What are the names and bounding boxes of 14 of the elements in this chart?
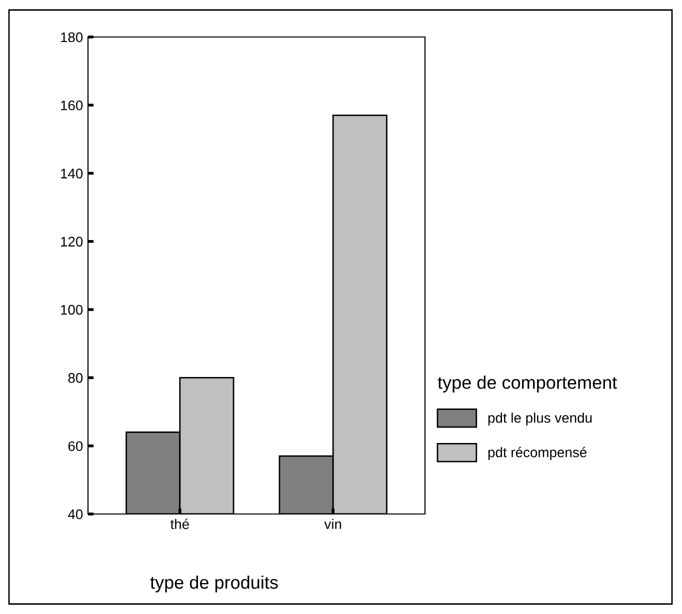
y-tick-label: 140 [61,168,83,178]
legend-label: pdt le plus vendu [488,412,592,426]
x-tick-label: vin [324,518,342,529]
x-tick-label: thé [170,518,189,530]
y-tick-label: 60 [68,441,83,452]
y-tick-label: 180 [61,32,83,42]
legend-title: type de comportement [438,376,618,392]
y-tick-label: 80 [68,373,83,383]
y-tick-label: 100 [61,304,83,315]
y-tick-label: 160 [61,100,83,110]
y-tick-label: 120 [61,236,83,247]
legend-label: pdt récompensé [488,446,586,460]
y-tick-label: 40 [68,509,83,520]
x-axis-title: type de produits [150,576,278,592]
